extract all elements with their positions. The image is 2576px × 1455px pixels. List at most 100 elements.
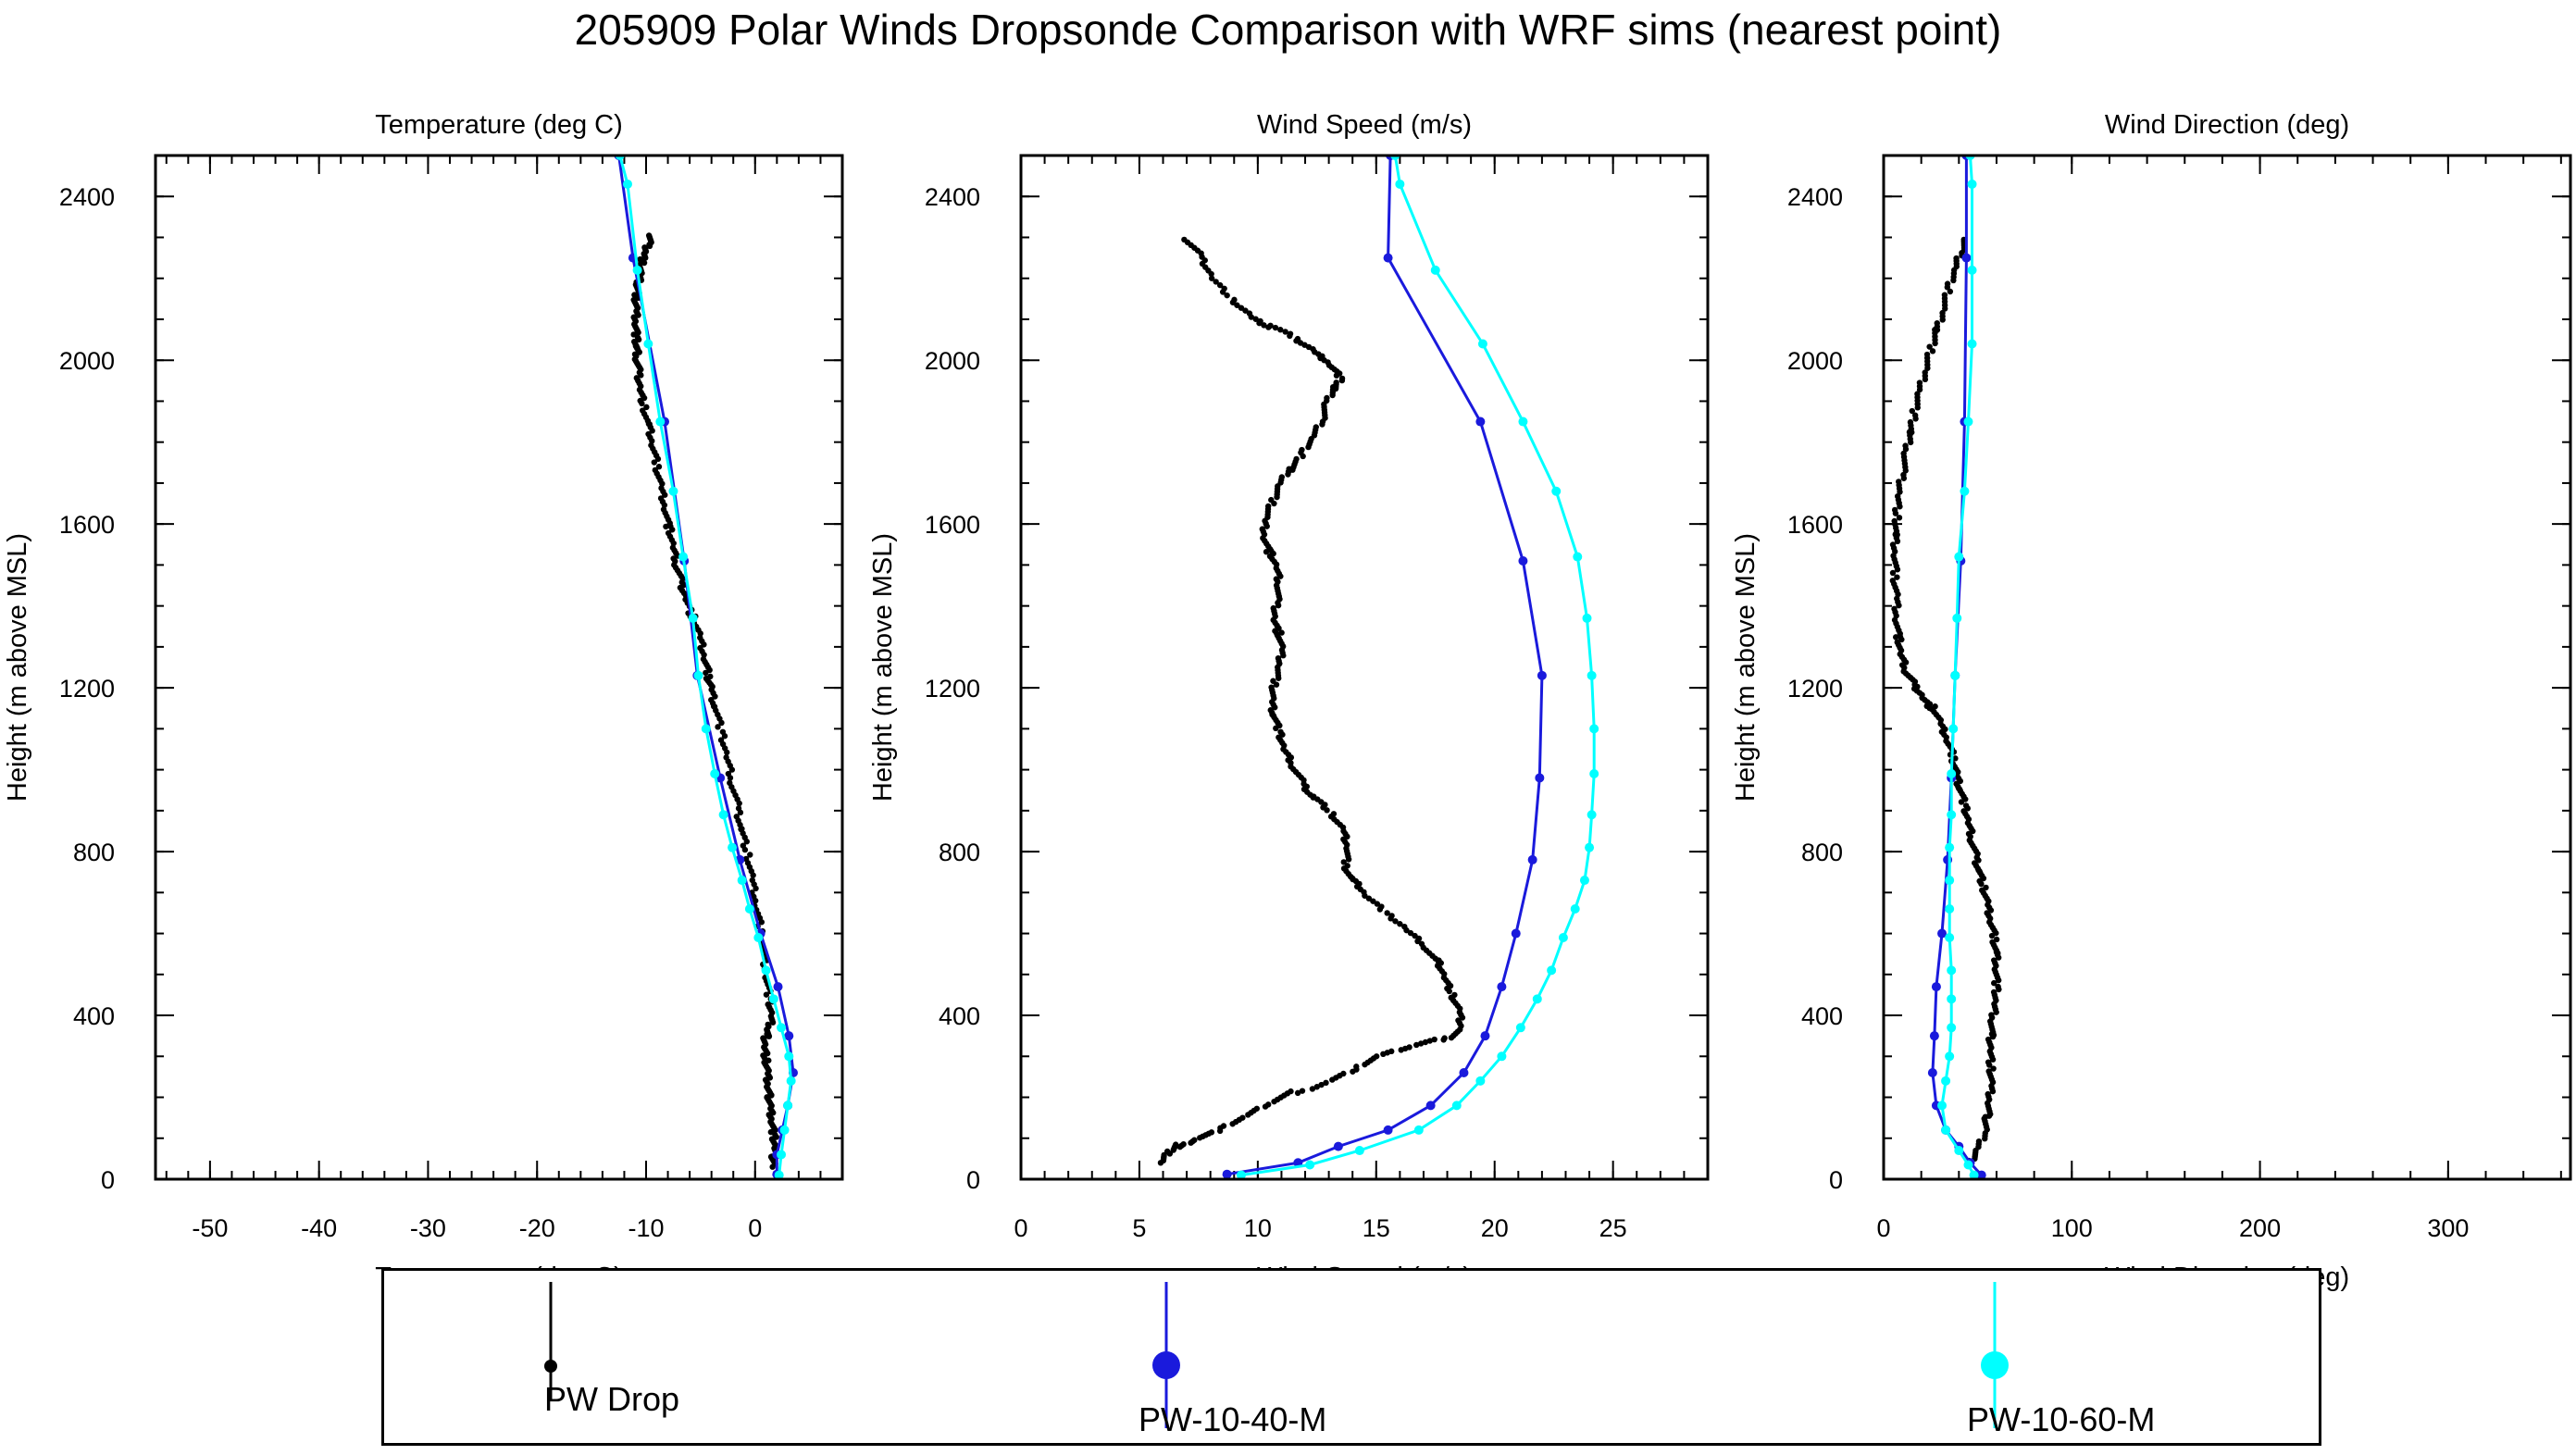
x-tick-label: 5 bbox=[1132, 1214, 1146, 1242]
data-point-pw-drop bbox=[1944, 284, 1951, 291]
data-point-pw-drop bbox=[1426, 1038, 1434, 1044]
data-marker-pw-10-60-m bbox=[1354, 1146, 1364, 1156]
data-point-pw-drop bbox=[1219, 289, 1226, 295]
data-marker-pw-10-60-m bbox=[761, 965, 771, 976]
data-point-pw-drop bbox=[1278, 629, 1285, 636]
data-point-pw-drop bbox=[1350, 1068, 1356, 1075]
data-marker-pw-10-40-m bbox=[1527, 854, 1537, 864]
data-marker-pw-10-40-m bbox=[773, 982, 783, 992]
y-tick-label: 2400 bbox=[925, 183, 980, 211]
data-marker-pw-10-60-m bbox=[643, 339, 653, 349]
data-marker-pw-10-60-m bbox=[1967, 339, 1977, 349]
panel-title: Wind Direction (deg) bbox=[2105, 110, 2349, 140]
legend-dot-pw-10-60-m bbox=[1981, 1351, 2009, 1379]
data-point-pw-drop bbox=[1252, 316, 1259, 322]
data-marker-pw-10-60-m bbox=[1515, 1023, 1525, 1033]
x-tick-label: 200 bbox=[2239, 1214, 2281, 1242]
data-point-pw-drop bbox=[1996, 986, 2002, 993]
data-point-pw-drop bbox=[635, 336, 642, 343]
data-marker-pw-10-60-m bbox=[1497, 1051, 1507, 1062]
data-marker-pw-10-40-m bbox=[1537, 670, 1547, 680]
data-point-pw-drop bbox=[765, 1057, 772, 1063]
data-point-pw-drop bbox=[1991, 979, 1997, 987]
data-point-pw-drop bbox=[1412, 932, 1418, 939]
data-point-pw-drop bbox=[1213, 279, 1219, 285]
data-point-pw-drop bbox=[1299, 1088, 1306, 1094]
data-point-pw-drop bbox=[1300, 453, 1306, 460]
data-point-pw-drop bbox=[1285, 471, 1291, 478]
series-line-pw-10-40-m bbox=[1226, 155, 1544, 1176]
data-point-pw-drop bbox=[1384, 910, 1390, 916]
y-tick-label: 1200 bbox=[59, 675, 115, 703]
data-point-pw-drop bbox=[1942, 305, 1948, 312]
data-point-pw-drop bbox=[646, 242, 653, 250]
data-point-pw-drop bbox=[1277, 573, 1284, 579]
data-point-pw-drop bbox=[1318, 1081, 1325, 1088]
data-point-pw-drop bbox=[741, 846, 749, 853]
data-point-pw-drop bbox=[763, 991, 770, 998]
y-axis-label: Height (m above MSL) bbox=[1731, 533, 1761, 802]
data-point-pw-drop bbox=[1362, 892, 1368, 899]
data-point-pw-drop bbox=[752, 897, 759, 904]
legend-marker-pw-10-60-m bbox=[1981, 1282, 2009, 1428]
data-point-pw-drop bbox=[766, 1075, 774, 1081]
data-point-pw-drop bbox=[643, 404, 650, 411]
series-group bbox=[1157, 155, 1599, 1179]
data-point-pw-drop bbox=[1313, 1084, 1320, 1090]
data-point-pw-drop bbox=[1294, 1089, 1301, 1097]
data-marker-pw-10-60-m bbox=[1941, 1076, 1951, 1086]
data-point-pw-drop bbox=[1208, 275, 1215, 281]
data-point-pw-drop bbox=[772, 1126, 778, 1134]
data-marker-pw-10-60-m bbox=[1967, 179, 1977, 189]
x-tick-label: -10 bbox=[628, 1214, 664, 1242]
panel-title: Wind Speed (m/s) bbox=[1257, 110, 1472, 140]
data-point-pw-drop bbox=[761, 1054, 767, 1061]
data-marker-pw-10-60-m bbox=[1587, 810, 1597, 820]
y-axis-label: Height (m above MSL) bbox=[868, 533, 898, 802]
data-point-pw-drop bbox=[767, 1128, 775, 1136]
x-tick-label: -20 bbox=[519, 1214, 555, 1242]
data-point-pw-drop bbox=[703, 669, 709, 677]
data-marker-pw-10-60-m bbox=[783, 1101, 793, 1111]
data-point-pw-drop bbox=[1216, 281, 1224, 289]
panel-temperature-deg-c: Temperature (deg C)Temperature (deg C)He… bbox=[3, 110, 844, 1292]
data-marker-pw-10-60-m bbox=[655, 417, 666, 427]
data-marker-pw-10-60-m bbox=[1589, 724, 1599, 734]
data-point-pw-drop bbox=[1417, 1040, 1425, 1047]
data-point-pw-drop bbox=[638, 372, 644, 379]
data-point-pw-drop bbox=[1978, 880, 1985, 888]
data-point-pw-drop bbox=[1282, 329, 1288, 335]
data-marker-pw-10-60-m bbox=[1945, 904, 1955, 914]
data-point-pw-drop bbox=[1441, 1035, 1448, 1041]
data-marker-pw-10-60-m bbox=[784, 1051, 794, 1062]
data-marker-pw-10-60-m bbox=[1475, 1076, 1486, 1086]
data-point-pw-drop bbox=[1898, 636, 1905, 643]
data-marker-pw-10-60-m bbox=[1518, 417, 1528, 427]
data-marker-pw-10-60-m bbox=[1969, 1170, 1979, 1179]
data-point-pw-drop bbox=[1414, 938, 1421, 945]
data-point-pw-drop bbox=[1262, 1103, 1269, 1110]
data-marker-pw-10-60-m bbox=[1945, 876, 1955, 886]
data-marker-pw-10-40-m bbox=[1927, 1067, 1937, 1077]
data-point-pw-drop bbox=[1271, 1098, 1277, 1105]
data-marker-pw-10-40-m bbox=[1929, 1031, 1939, 1041]
data-point-pw-drop bbox=[1985, 1113, 1993, 1119]
data-point-pw-drop bbox=[1374, 901, 1381, 907]
data-point-pw-drop bbox=[1329, 392, 1336, 399]
y-tick-label: 2000 bbox=[59, 347, 115, 375]
data-point-pw-drop bbox=[1280, 653, 1287, 659]
data-point-pw-drop bbox=[1950, 277, 1957, 284]
data-point-pw-drop bbox=[1256, 319, 1263, 327]
data-point-pw-drop bbox=[1896, 515, 1903, 521]
data-point-pw-drop bbox=[718, 719, 725, 727]
data-point-pw-drop bbox=[768, 1092, 775, 1099]
data-point-pw-drop bbox=[1340, 859, 1347, 865]
x-tick-label: 300 bbox=[2427, 1214, 2469, 1242]
data-marker-pw-10-40-m bbox=[1222, 1169, 1232, 1179]
data-point-pw-drop bbox=[1988, 932, 1996, 939]
data-point-pw-drop bbox=[1274, 493, 1280, 501]
data-marker-pw-10-60-m bbox=[632, 265, 642, 275]
data-point-pw-drop bbox=[1916, 386, 1923, 393]
data-marker-pw-10-40-m bbox=[1459, 1067, 1469, 1077]
